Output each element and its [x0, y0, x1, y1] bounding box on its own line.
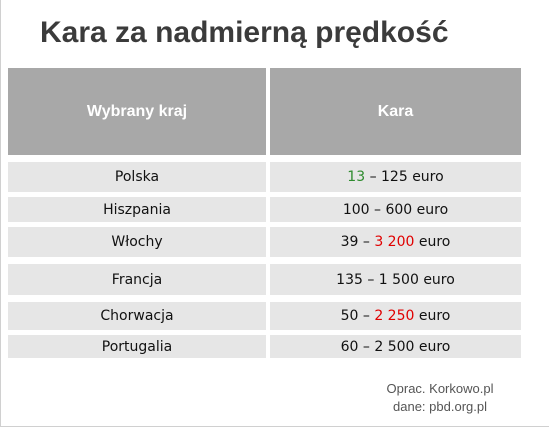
country-cell: Chorwacja: [8, 302, 266, 330]
title: Kara za nadmierną prędkość: [40, 16, 449, 49]
penalty-text: 3 200: [374, 234, 415, 250]
penalty-text: 100 – 600 euro: [342, 201, 449, 218]
penalty-cell: 60 – 2 500 euro: [270, 335, 521, 358]
penalty-cell: 135 – 1 500 euro: [270, 264, 521, 295]
penalty-cell: 100 – 600 euro: [270, 197, 521, 222]
penalty-text: – 125 euro: [365, 169, 444, 185]
country-cell: Hiszpania: [8, 197, 266, 222]
country-cell: Portugalia: [8, 335, 266, 358]
penalty-text: 13: [347, 169, 366, 185]
country-cell: Polska: [8, 162, 266, 192]
country-cell: Francja: [8, 264, 266, 295]
header-cell: Wybrany kraj: [8, 68, 266, 155]
penalty-text: euro: [414, 308, 451, 324]
penalty-text: 39 –: [340, 234, 375, 250]
penalty-cell: 13 – 125 euro: [270, 162, 521, 192]
header-cell: Kara: [270, 68, 521, 155]
penalty-cell: 39 – 3 200 euro: [270, 227, 521, 257]
country-cell: Włochy: [8, 227, 266, 257]
penalty-text: 135 – 1 500 euro: [336, 271, 455, 288]
footer-source: Oprac. Korkowo.pl: [386, 381, 494, 396]
penalty-cell: 50 – 2 250 euro: [270, 302, 521, 330]
penalty-text: 2 250: [374, 308, 415, 324]
penalty-text: 50 –: [340, 308, 375, 324]
footer-data: dane: pbd.org.pl: [393, 399, 487, 414]
penalty-text: euro: [414, 234, 451, 250]
penalty-text: 60 – 2 500 euro: [340, 338, 451, 355]
